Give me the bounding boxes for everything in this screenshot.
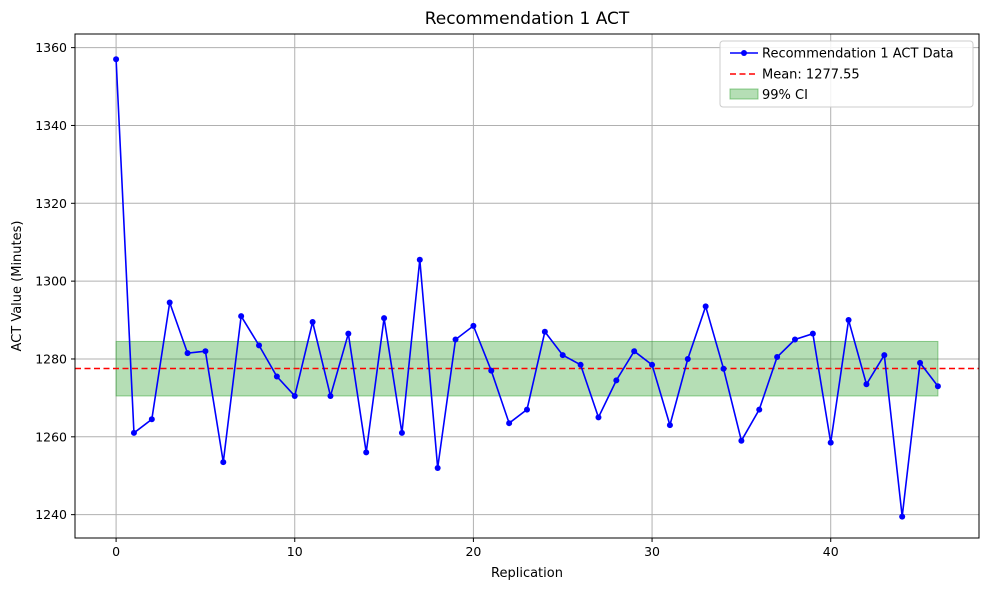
data-point [148,416,155,423]
y-tick-label: 1280 [35,351,67,366]
x-tick-label: 10 [287,544,303,559]
grid [75,34,979,538]
data-point [130,429,137,436]
legend-box [719,40,974,108]
data-point [702,303,709,310]
x-tick-label: 30 [644,544,660,559]
data-point [184,350,191,357]
data-point [613,377,620,384]
legend-ci-label: 99% CI [762,88,808,103]
x-tick-label: 0 [112,544,120,559]
y-tick-label: 1260 [35,429,67,444]
data-point [434,464,441,471]
chart-title: Recommendation 1 ACT [425,9,630,29]
data-point [381,315,388,322]
data-point [273,373,280,380]
y-tick-label: 1360 [35,40,67,55]
data-point [881,352,888,359]
data-point [113,56,120,63]
legend-series-marker [741,50,747,56]
y-tick-label: 1300 [35,274,67,289]
y-tick-label: 1340 [35,118,67,133]
data-point [363,449,370,456]
data-point [506,420,513,427]
x-axis-label: Replication [491,566,563,581]
data-point [827,439,834,446]
data-point [738,437,745,444]
data-point [631,348,638,355]
data-point [577,361,584,368]
data-point [809,330,816,337]
data-point [863,381,870,388]
data-point [684,355,691,362]
data-point [917,359,924,366]
data-point [345,330,352,337]
y-tick-label: 1240 [35,507,67,522]
x-tick-label: 40 [823,544,839,559]
data-point [488,367,495,374]
x-tick-label: 20 [465,544,481,559]
legend-mean-label: Mean: 1277.55 [762,68,860,83]
data-point [774,354,781,361]
data-point [256,342,263,349]
legend-ci-patch [729,88,759,100]
plot-frame [74,33,980,539]
data-point [720,365,727,372]
data-point [524,406,530,413]
data-point [791,336,798,343]
data-point [595,414,602,421]
series-points [113,56,941,520]
data-point [899,513,906,520]
data-point [398,429,405,436]
legend-series-label: Recommendation 1 ACT Data [762,47,954,62]
data-point [220,459,227,466]
data-point [541,328,548,335]
y-axis-label: ACT Value (Minutes) [10,221,25,352]
data-point [291,392,298,399]
y-tick-label: 1320 [35,196,67,211]
data-point [649,361,656,368]
data-point [845,317,852,324]
data-point [238,313,245,320]
data-point [452,336,459,343]
data-point [559,352,566,359]
data-point [666,422,673,429]
data-point [166,299,173,306]
data-point [309,319,316,325]
data-point [756,406,763,413]
data-point [416,256,423,263]
data-point [202,348,209,355]
data-point [470,322,477,329]
data-point [934,383,941,390]
data-point [327,392,334,399]
axis-ticks: 0 10 20 30 40 1240 1260 1280 1300 1320 1340 1360 [35,40,839,559]
legend: Recommendation 1 ACT Data Mean: 1277.55 … [719,40,974,108]
